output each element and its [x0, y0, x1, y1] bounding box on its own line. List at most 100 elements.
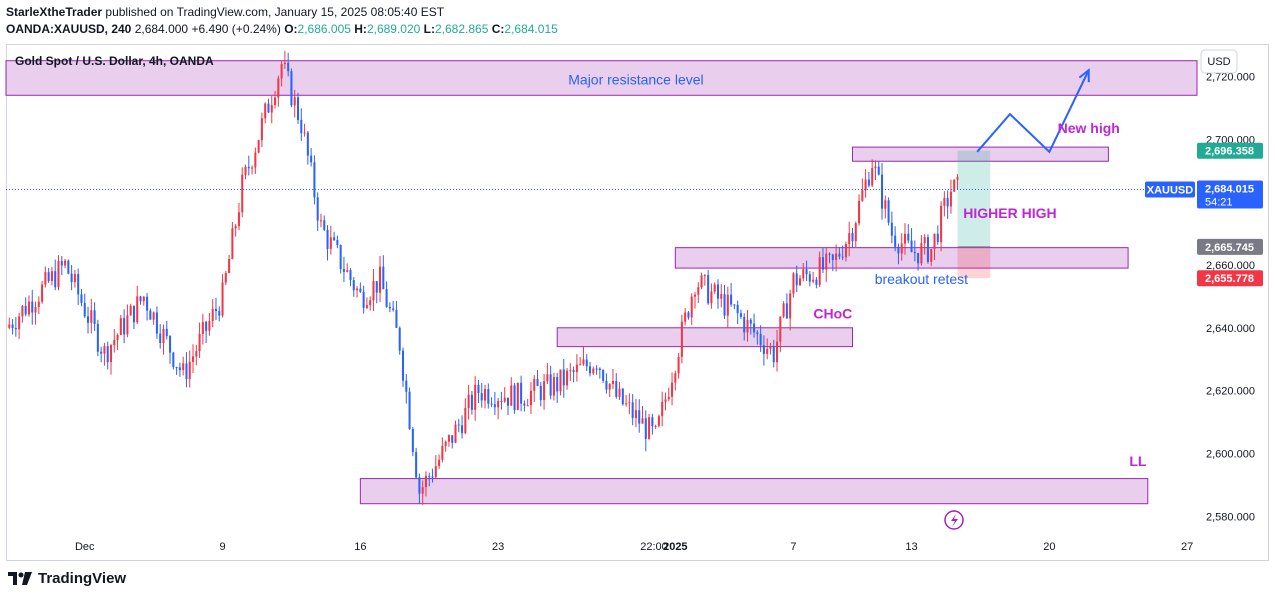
candle-body-175: [582, 359, 585, 365]
candle-body-262: [867, 179, 870, 186]
candle-body-52: [178, 367, 181, 371]
candle-body-11: [44, 272, 47, 285]
candle-body-139: [464, 407, 467, 434]
candle-body-14: [54, 271, 57, 288]
candle-body-142: [474, 384, 477, 410]
candle-body-233: [772, 346, 775, 363]
lightning-icon[interactable]: [944, 510, 964, 530]
candle-body-266: [881, 174, 884, 209]
candle-body-253: [838, 253, 841, 257]
candle-body-87: [293, 97, 296, 106]
candle-body-68: [231, 228, 234, 259]
currency-button[interactable]: USD: [1200, 49, 1238, 74]
candle-body-241: [798, 278, 802, 286]
y-tick-label-1: 2,600.000: [1206, 448, 1255, 460]
candle-body-282: [933, 233, 936, 249]
candle-body-134: [447, 435, 450, 442]
annotation-5: LL: [1129, 453, 1147, 469]
candle-body-136: [454, 424, 457, 443]
candle-body-167: [556, 376, 559, 392]
candle-body-43: [149, 310, 152, 320]
candle-body-4: [21, 305, 24, 317]
candle-body-259: [858, 200, 861, 224]
candle-body-81: [274, 97, 277, 106]
candle-body-29: [103, 346, 106, 354]
candle-body-223: [739, 313, 742, 317]
candle-body-103: [346, 270, 349, 272]
candle-body-235: [779, 316, 782, 342]
candle-body-131: [438, 459, 441, 467]
candle-body-16: [60, 261, 63, 266]
candle-body-127: [424, 475, 427, 488]
high-value: 2,689.020: [366, 22, 421, 36]
candle-body-27: [96, 323, 99, 352]
candle-body-85: [287, 62, 290, 72]
chart-frame[interactable]: [6, 44, 1269, 561]
candle-body-36: [126, 315, 129, 335]
candle-body-196: [651, 417, 654, 427]
candle-body-10: [41, 284, 44, 302]
candle-body-23: [83, 302, 86, 317]
annotation-0: Major resistance level: [568, 71, 703, 87]
close-value: 2,684.015: [504, 22, 558, 36]
published-text: published on TradingView.com, January 15…: [105, 5, 445, 19]
candle-body-157: [523, 403, 526, 406]
candle-body-201: [667, 396, 670, 400]
candle-body-22: [80, 294, 83, 303]
low-label: L:: [423, 22, 435, 36]
candle-body-49: [169, 336, 172, 353]
candle-body-202: [671, 382, 674, 397]
annotations-layer: Major resistance level New high HIGHER HIG…: [568, 71, 1147, 469]
candle-body-221: [733, 304, 736, 306]
candle-body-125: [418, 477, 421, 494]
y-tick-label-3: 2,640.000: [1206, 323, 1255, 335]
candle-body-47: [162, 328, 165, 343]
x-tick-label-9: 27: [1181, 541, 1193, 553]
y-axis: 2,580.000 2,600.000 2,620.000 2,640.000 2,66…: [1206, 71, 1255, 523]
author-name[interactable]: StarleXtheTrader: [6, 5, 103, 19]
candle-body-30: [106, 346, 109, 363]
candle-body-82: [277, 78, 280, 98]
countdown-label: 54:21: [1205, 196, 1233, 208]
candle-body-129: [431, 476, 434, 478]
candle-body-64: [218, 311, 221, 316]
candle-body-57: [195, 351, 198, 357]
candle-body-195: [648, 417, 651, 439]
candle-body-162: [539, 385, 542, 401]
candle-body-45: [155, 312, 158, 334]
candle-body-72: [244, 166, 247, 175]
candle-body-79: [267, 103, 270, 113]
currency-label: USD: [1207, 56, 1230, 68]
projection-layer: [976, 68, 1090, 154]
candle-body-124: [415, 452, 418, 478]
candle-body-165: [549, 374, 552, 396]
zone-box-4: [359, 478, 1149, 505]
candle-body-197: [654, 425, 657, 427]
candle-body-120: [401, 350, 405, 381]
price-label-box-2: [1197, 238, 1263, 255]
candle-body-97: [326, 229, 329, 249]
candle-body-66: [224, 273, 227, 283]
annotation-2: HIGHER HIGH: [963, 205, 1056, 221]
candle-body-41: [142, 296, 145, 302]
candle-body-200: [664, 399, 667, 402]
candle-body-193: [641, 418, 644, 424]
symbol-label[interactable]: OANDA:XAUUSD, 240: [6, 22, 132, 36]
candle-body-140: [467, 394, 470, 408]
candle-body-219: [726, 294, 729, 316]
candle-body-21: [77, 274, 80, 295]
candle-body-258: [854, 223, 857, 242]
candle-body-42: [146, 296, 149, 311]
candle-body-54: [185, 363, 188, 380]
candle-body-237: [785, 303, 788, 319]
candle-body-289: [956, 177, 959, 180]
candle-body-270: [894, 235, 897, 247]
candle-body-204: [677, 356, 680, 374]
candles-layer: [8, 50, 959, 505]
candle-body-150: [500, 400, 503, 402]
candle-body-100: [336, 239, 339, 246]
candle-body-226: [749, 319, 752, 324]
candle-body-17: [64, 260, 67, 266]
